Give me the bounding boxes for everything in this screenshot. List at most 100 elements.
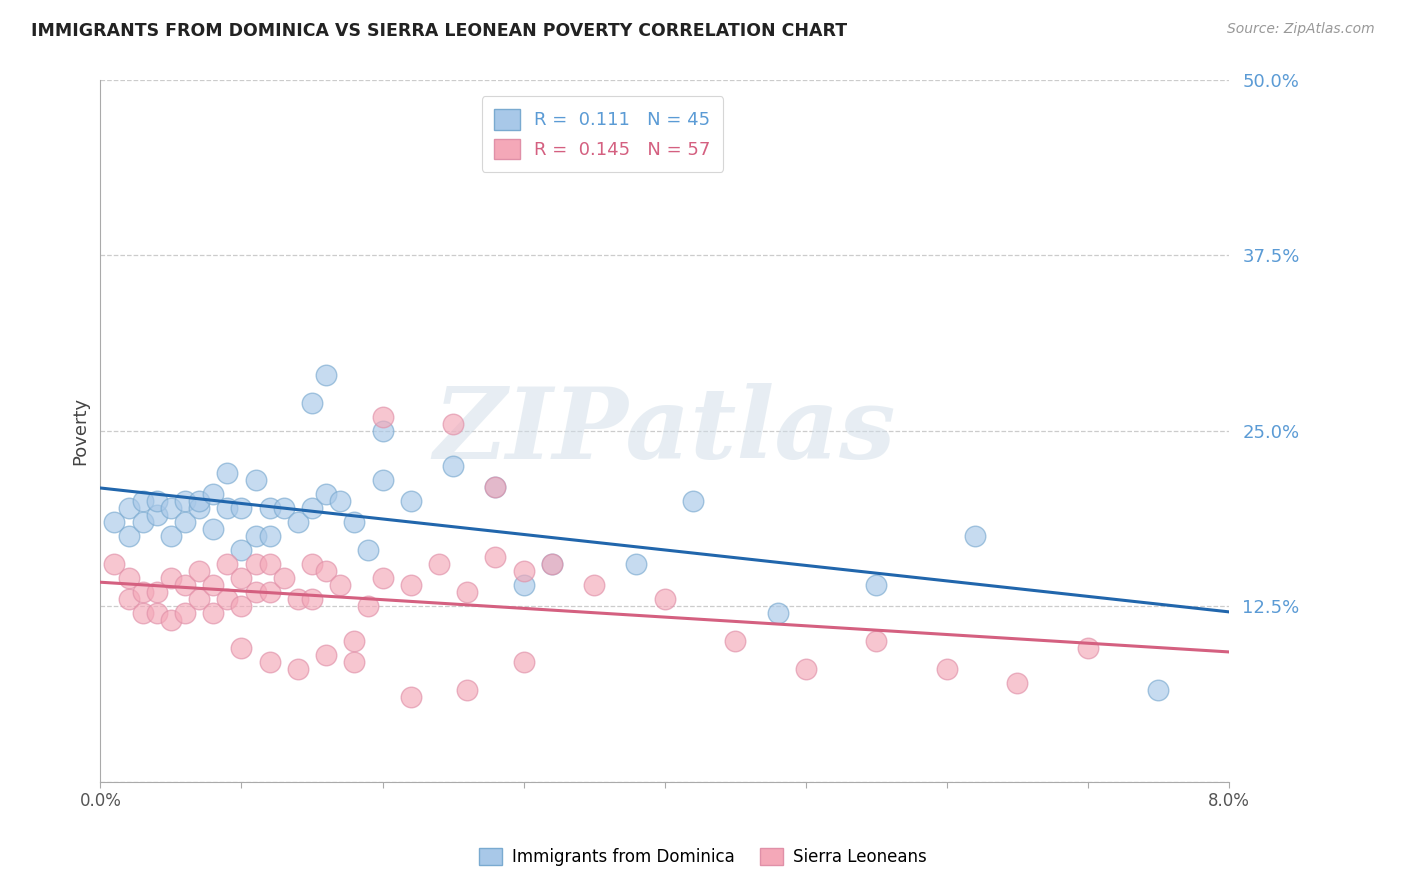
Point [456,585,478,599]
Point [399,494,422,508]
Point [484,480,506,494]
Point [654,592,676,607]
Point [315,368,337,382]
Point [259,557,281,571]
Point [329,578,352,592]
Point [174,515,197,529]
Text: Source: ZipAtlas.com: Source: ZipAtlas.com [1227,22,1375,37]
Point [103,515,125,529]
Point [399,690,422,705]
Point [217,557,239,571]
Point [865,578,887,592]
Point [766,607,789,621]
Point [626,557,648,571]
Point [343,634,366,648]
Point [188,564,211,578]
Point [273,501,295,516]
Point [301,557,323,571]
Point [202,607,225,621]
Point [217,501,239,516]
Point [174,607,197,621]
Point [512,564,534,578]
Point [131,494,153,508]
Point [160,501,183,516]
Point [287,515,309,529]
Point [287,592,309,607]
Point [259,501,281,516]
Point [245,473,267,487]
Point [794,662,817,676]
Point [217,592,239,607]
Point [512,578,534,592]
Point [245,585,267,599]
Point [188,501,211,516]
Point [245,557,267,571]
Point [174,494,197,508]
Point [146,508,169,522]
Point [315,487,337,501]
Point [188,494,211,508]
Point [131,607,153,621]
Point [273,571,295,585]
Point [259,585,281,599]
Legend: R =  0.111   N = 45, R =  0.145   N = 57: R = 0.111 N = 45, R = 0.145 N = 57 [482,96,723,172]
Point [301,396,323,410]
Point [724,634,747,648]
Point [259,656,281,670]
Point [682,494,704,508]
Point [231,571,253,585]
Point [131,585,153,599]
Point [315,648,337,663]
Point [965,529,987,543]
Point [441,458,464,473]
Text: IMMIGRANTS FROM DOMINICA VS SIERRA LEONEAN POVERTY CORRELATION CHART: IMMIGRANTS FROM DOMINICA VS SIERRA LEONE… [31,22,846,40]
Point [146,585,169,599]
Y-axis label: Poverty: Poverty [72,397,89,465]
Point [245,529,267,543]
Point [160,613,183,627]
Point [512,656,534,670]
Point [231,501,253,516]
Point [301,592,323,607]
Legend: Immigrants from Dominica, Sierra Leoneans: Immigrants from Dominica, Sierra Leonean… [472,841,934,873]
Point [427,557,450,571]
Point [540,557,562,571]
Point [865,634,887,648]
Point [117,501,139,516]
Point [371,409,394,424]
Point [202,578,225,592]
Point [357,543,380,558]
Point [131,515,153,529]
Point [287,662,309,676]
Text: ZIPatlas: ZIPatlas [433,383,896,479]
Point [202,522,225,536]
Point [188,592,211,607]
Point [160,571,183,585]
Point [217,466,239,480]
Point [484,550,506,565]
Point [484,480,506,494]
Point [174,578,197,592]
Point [1077,641,1099,656]
Point [343,656,366,670]
Point [315,564,337,578]
Point [540,557,562,571]
Point [103,557,125,571]
Point [301,501,323,516]
Point [1007,676,1029,690]
Point [935,662,957,676]
Point [146,494,169,508]
Point [117,592,139,607]
Point [202,487,225,501]
Point [1147,683,1170,698]
Point [231,599,253,614]
Point [117,571,139,585]
Point [357,599,380,614]
Point [231,543,253,558]
Point [329,494,352,508]
Point [583,578,606,592]
Point [160,529,183,543]
Point [231,641,253,656]
Point [343,515,366,529]
Point [441,417,464,431]
